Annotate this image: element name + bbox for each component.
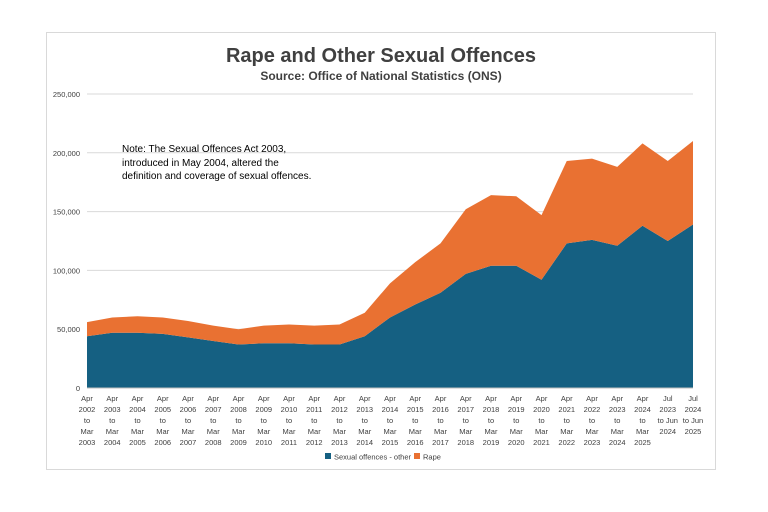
y-tick-label: 50,000 [57,325,80,334]
chart-note: Note: The Sexual Offences Act 2003, intr… [122,144,311,182]
x-tick-label: Apr 2016 to Mar 2017 [432,394,449,447]
y-tick-label: 100,000 [53,266,80,275]
legend-swatch-rape [414,453,420,459]
y-axis-ticks: 0 50,000 100,000 150,000 200,000 250,000 [53,90,80,393]
area-series-1 [87,141,693,345]
x-tick-label: Apr 2013 to Mar 2014 [356,394,373,447]
x-tick-label: Apr 2003 to Mar 2004 [104,394,121,447]
x-tick-label: Apr 2004 to Mar 2005 [129,394,146,447]
x-tick-label: Apr 2009 to Mar 2010 [255,394,272,447]
note-line-3: definition and coverage of sexual offenc… [122,171,311,182]
x-tick-label: Apr 2023 to Mar 2024 [609,394,626,447]
area-series-0 [87,224,693,388]
x-tick-label: Apr 2005 to Mar 2006 [154,394,171,447]
y-tick-label: 250,000 [53,90,80,99]
chart-title: Rape and Other Sexual Offences [226,45,536,67]
x-tick-label: Apr 2010 to Mar 2011 [281,394,298,447]
note-line-1: Note: The Sexual Offences Act 2003, [122,144,286,155]
x-tick-label: Apr 2019 to Mar 2020 [508,394,525,447]
x-tick-label: Apr 2024 to Mar 2025 [634,394,651,447]
x-axis-ticks: Apr 2002 to Mar 2003 Apr 2003 to Mar 2004 Apr 2004 t… [79,394,704,447]
x-tick-label: Apr 2007 to Mar 2008 [205,394,222,447]
x-tick-label: Apr 2022 to Mar 2023 [584,394,601,447]
x-tick-label: Jul 2024 to Jun 2025 [683,394,703,436]
y-tick-label: 0 [76,384,80,393]
legend: Sexual offences - other Rape [325,453,441,462]
x-tick-label: Apr 2011 to Mar 2012 [306,394,323,447]
x-tick-label: Apr 2015 to Mar 2016 [407,394,424,447]
chart-subtitle: Source: Office of National Statistics (O… [260,69,501,83]
legend-label-rape: Rape [423,453,441,462]
x-tick-label: Apr 2018 to Mar 2019 [483,394,500,447]
legend-swatch-other [325,453,331,459]
x-tick-label: Apr 2008 to Mar 2009 [230,394,247,447]
y-tick-label: 150,000 [53,208,80,217]
x-tick-label: Apr 2014 to Mar 2015 [382,394,399,447]
legend-label-other: Sexual offences - other [334,453,411,462]
x-tick-label: Apr 2012 to Mar 2013 [331,394,348,447]
x-tick-label: Jul 2023 to Jun 2024 [658,394,678,436]
x-tick-label: Apr 2017 to Mar 2018 [457,394,474,447]
plot-areas [87,141,693,388]
x-tick-label: Apr 2020 to Mar 2021 [533,394,550,447]
x-tick-label: Apr 2006 to Mar 2007 [180,394,197,447]
chart-container: Rape and Other Sexual Offences Source: O… [46,32,716,470]
chart: Rape and Other Sexual Offences Source: O… [53,45,704,462]
y-tick-label: 200,000 [53,149,80,158]
note-line-2: introduced in May 2004, altered the [122,158,279,169]
x-tick-label: Apr 2021 to Mar 2022 [558,394,575,447]
x-tick-label: Apr 2002 to Mar 2003 [79,394,96,447]
